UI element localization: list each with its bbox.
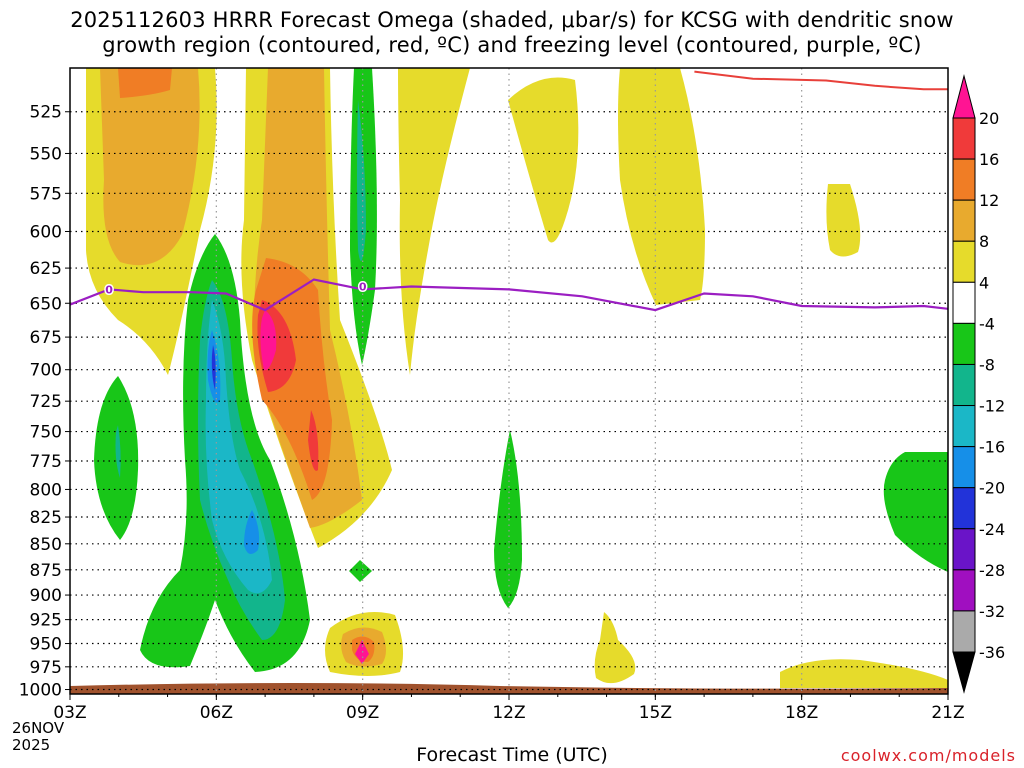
freezing-level-line	[70, 278, 948, 312]
colorbar-extend-bottom	[952, 651, 976, 694]
colorbar-label: -16	[979, 438, 1005, 457]
omega-region-negative	[494, 430, 522, 608]
omega-region-positive	[508, 77, 579, 243]
omega-region-negative	[349, 560, 372, 582]
omega-region-negative	[883, 452, 948, 572]
y-tick-label: 1000	[19, 681, 62, 701]
y-tick-label: 575	[30, 184, 62, 204]
colorbar-segment	[952, 240, 976, 283]
colorbar-label: 4	[979, 273, 989, 292]
y-tick-label: 550	[30, 144, 62, 164]
y-tick-label: 975	[30, 658, 62, 678]
omega-region-positive	[100, 68, 200, 266]
colorbar-segment	[952, 405, 976, 448]
x-tick-label: 03Z	[53, 703, 86, 723]
omega-region-negative	[244, 510, 260, 554]
dendritic-growth-contour	[694, 70, 948, 91]
y-tick-label: 900	[30, 586, 62, 606]
x-tick-label: 15Z	[639, 703, 672, 723]
omega-region-negative	[211, 345, 216, 390]
date-label-day: 26NOV	[12, 719, 65, 737]
colorbar-label: -8	[979, 355, 995, 374]
colorbar-segment	[952, 322, 976, 365]
colorbar-segment	[952, 117, 976, 160]
colorbar-label: 8	[979, 232, 989, 251]
freezing-level-label: 0	[359, 281, 367, 294]
colorbar-label: -28	[979, 561, 1005, 580]
y-tick-label: 700	[30, 361, 62, 381]
y-tick-label: 950	[30, 635, 62, 655]
x-tick-label: 18Z	[785, 703, 818, 723]
colorbar-label: -32	[979, 602, 1005, 621]
freezing-level-label: 0	[105, 283, 113, 296]
x-tick-label: 06Z	[200, 703, 233, 723]
x-tick-label: 09Z	[346, 703, 379, 723]
colorbar-label: -24	[979, 520, 1005, 539]
colorbar-label: 12	[979, 191, 999, 210]
y-tick-label: 800	[30, 480, 62, 500]
omega-region-positive	[260, 310, 277, 371]
credit-link[interactable]: coolwx.com/models	[840, 746, 1016, 765]
omega-region-positive	[618, 68, 705, 305]
y-tick-label: 525	[30, 103, 62, 123]
colorbar-segment	[952, 281, 976, 324]
colorbar-segment	[952, 569, 976, 612]
chart-title-line2: growth region (contoured, red, ºC) and f…	[102, 33, 922, 57]
y-tick-label: 825	[30, 508, 62, 528]
omega-region-negative	[357, 100, 366, 262]
y-tick-label: 925	[30, 611, 62, 631]
colorbar-segment	[952, 158, 976, 201]
y-axis: 525 550 575 600 625 650 675 700 725 750 775 800 825 8…	[19, 103, 70, 701]
omega-region-negative	[115, 425, 121, 478]
x-tick-label: 21Z	[931, 703, 964, 723]
y-tick-label: 725	[30, 392, 62, 412]
colorbar-segment	[952, 610, 976, 653]
y-tick-label: 600	[30, 222, 62, 242]
colorbar-segment	[952, 363, 976, 407]
colorbar-label: -12	[979, 397, 1005, 416]
terrain-strip	[70, 683, 948, 694]
y-tick-label: 675	[30, 328, 62, 348]
colorbar-label: -36	[979, 643, 1005, 662]
colorbar-segment	[952, 528, 976, 571]
colorbar-label: -4	[979, 314, 995, 333]
colorbar-segment	[952, 487, 976, 530]
colorbar-label: 20	[979, 109, 999, 128]
colorbar-segment	[952, 446, 976, 489]
date-label: 26NOV 2025	[12, 720, 64, 754]
x-axis: 03Z 06Z 09Z 12Z 15Z 18Z 21Z	[53, 694, 965, 723]
date-label-year: 2025	[12, 736, 51, 754]
y-tick-label: 625	[30, 259, 62, 279]
omega-shading	[70, 68, 948, 694]
y-tick-label: 775	[30, 452, 62, 472]
colorbar-extend-top	[952, 74, 976, 119]
omega-region-positive	[594, 612, 636, 684]
y-tick-label: 750	[30, 423, 62, 443]
omega-region-positive	[780, 659, 948, 688]
y-tick-label: 875	[30, 561, 62, 581]
omega-region-positive	[398, 68, 470, 375]
colorbar-label: -20	[979, 479, 1005, 498]
omega-region-positive	[118, 68, 172, 98]
chart-title: 2025112603 HRRR Forecast Omega (shaded, …	[0, 8, 1024, 58]
y-tick-label: 650	[30, 294, 62, 314]
x-tick-label: 12Z	[492, 703, 525, 723]
omega-region-positive	[355, 640, 369, 664]
omega-region-positive	[826, 184, 861, 257]
grid	[70, 68, 948, 694]
colorbar-segment	[952, 199, 976, 242]
chart-title-line1: 2025112603 HRRR Forecast Omega (shaded, …	[70, 8, 954, 32]
x-axis-title: Forecast Time (UTC)	[416, 744, 608, 766]
omega-region-positive	[308, 410, 319, 471]
colorbar: 20 16 12 8 4 -4 -8 -12 -16 -20 -24 -28 -32 -36	[952, 74, 1005, 694]
y-tick-label: 850	[30, 535, 62, 555]
colorbar-label: 16	[979, 150, 999, 169]
